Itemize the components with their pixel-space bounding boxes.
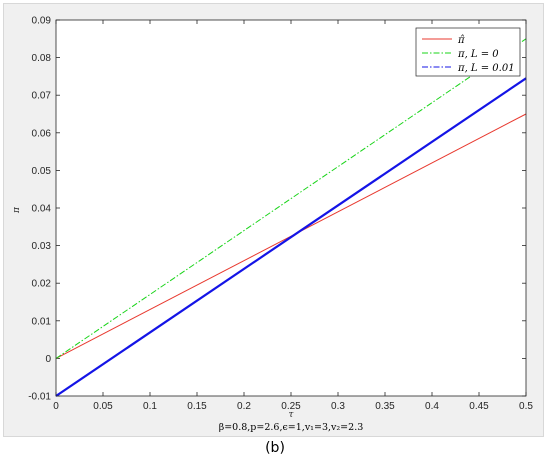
y-tick-label: 0.02 — [32, 279, 52, 290]
series-line-pi-L001 — [55, 77, 527, 397]
series-layer — [55, 38, 527, 397]
y-axis-label: π — [12, 206, 22, 214]
panel-label: (b) — [265, 440, 285, 456]
series-line-pi-L0 — [55, 38, 527, 359]
axes-box — [55, 19, 527, 397]
y-tick-label: 0.06 — [32, 128, 52, 139]
chart-caption: β=0.8,p=2.6,ϵ=1,v₁=3,v₂=2.3 — [219, 422, 364, 433]
y-tick-label: 0.09 — [32, 16, 52, 27]
x-tick-label: 0.35 — [375, 401, 395, 412]
x-axis-label: τ — [289, 410, 295, 420]
line-chart: 0 0.05 0.1 0.15 0.2 0.25 0.3 0.35 0.4 0.45 0.5 -0.0… — [12, 16, 533, 434]
x-tick-label: 0.3 — [331, 401, 345, 412]
legend-label-pi-L001: π, L = 0.01 — [457, 63, 515, 74]
y-tick-label: 0.08 — [32, 53, 52, 64]
x-tick-label: 0.1 — [143, 401, 157, 412]
x-tick-label: 0.2 — [237, 401, 251, 412]
x-tick-label: 0.5 — [519, 401, 533, 412]
y-tick-label: -0.01 — [28, 392, 51, 403]
x-tick-label: 0 — [53, 401, 59, 412]
plot-area — [56, 20, 526, 396]
y-tick-label: 0.04 — [32, 204, 52, 215]
legend: π̂ π, L = 0 π, L = 0.01 — [415, 27, 521, 77]
y-tick-label: 0.05 — [32, 166, 52, 177]
figure-frame: 0 0.05 0.1 0.15 0.2 0.25 0.3 0.35 0.4 0.45 0.5 -0.0… — [3, 3, 544, 437]
y-tick-label: 0 — [45, 354, 51, 365]
legend-label-pi-hat: π̂ — [457, 35, 465, 46]
x-tick-label: 0.25 — [281, 401, 301, 412]
y-tick-label: 0.07 — [32, 91, 52, 102]
x-tick-label: 0.15 — [187, 401, 207, 412]
legend-label-pi-L0: π, L = 0 — [457, 49, 499, 60]
ticks-layer: 0 0.05 0.1 0.15 0.2 0.25 0.3 0.35 0.4 0.45 0.5 -0.0… — [28, 16, 533, 413]
y-tick-label: 0.03 — [32, 241, 52, 252]
x-tick-label: 0.45 — [469, 401, 489, 412]
legend-box — [415, 27, 521, 77]
x-tick-label: 0.4 — [425, 401, 439, 412]
x-tick-label: 0.05 — [93, 401, 113, 412]
y-tick-label: 0.01 — [32, 316, 52, 327]
